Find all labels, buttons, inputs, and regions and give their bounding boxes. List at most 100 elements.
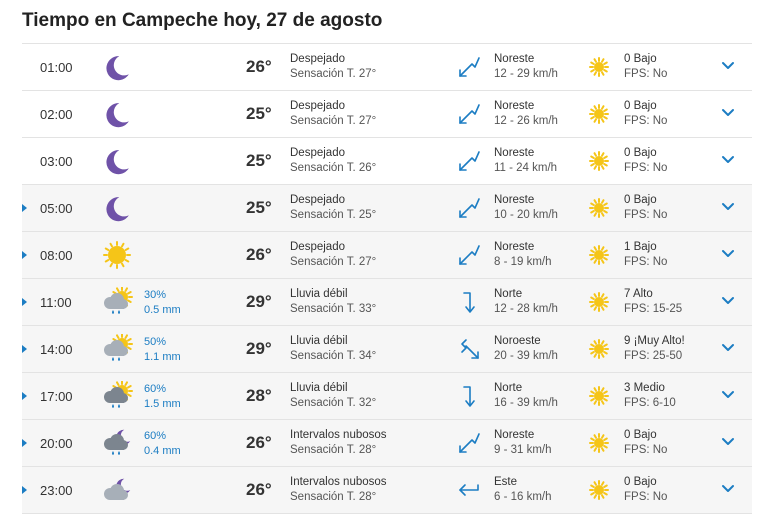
hour-label: 05:00 [40,201,73,216]
forecast-row-0100[interactable]: 01:00 26° Despejado Sensación T. 27° Nor… [22,44,752,91]
hour-label: 01:00 [40,60,73,75]
forecast-row-1400[interactable]: 14:00 50% 1.1 mm 29° Lluvia débil Sensac… [22,326,752,373]
temperature: 26° [246,433,272,452]
expand-caret-icon[interactable] [22,439,27,447]
uv-level: 9 ¡Muy Alto! [624,335,685,347]
forecast-row-0800[interactable]: 08:00 26° Despejado Sensación T. 27° Nor… [22,232,752,279]
temperature: 25° [246,198,272,217]
forecast-row-1700[interactable]: 17:00 60% 1.5 mm 28° Lluvia débil Sensac… [22,373,752,420]
condition: Lluvia débil Sensación T. 34° [290,334,376,364]
forecast-row-0300[interactable]: 03:00 25° Despejado Sensación T. 26° Nor… [22,138,752,185]
hour-label: 02:00 [40,107,73,122]
uv-sun-icon [589,433,609,453]
precip-probability: 60% [144,383,167,395]
uv-sun-icon [589,57,609,77]
precip-probability: 60% [144,430,167,442]
chevron-down-icon[interactable] [720,434,736,450]
forecast-row-2300[interactable]: 23:00 26° Intervalos nubosos Sensación T… [22,467,752,514]
arrow-northeast-icon [459,198,480,218]
sun-protection-factor: FPS: 15-25 [624,303,683,315]
wind: Noreste 10 - 20 km/h [494,193,558,223]
moon-cloud-icon [104,478,131,500]
uv-level: 0 Bajo [624,194,657,206]
forecast-row-2000[interactable]: 20:00 60% 0.4 mm 26° Intervalos nubosos … [22,420,752,467]
condition-text: Lluvia débil [290,382,348,394]
chevron-down-icon[interactable] [720,293,736,309]
uv-index: 3 Medio FPS: 6-10 [624,381,676,411]
temperature: 25° [246,104,272,123]
precip-amount: 0.5 mm [144,304,181,316]
hour-label: 14:00 [40,342,73,357]
chevron-down-icon[interactable] [720,58,736,74]
uv-level: 1 Bajo [624,241,657,253]
arrow-northeast-icon [459,104,480,124]
feels-like: Sensación T. 26° [290,162,377,174]
wind: Noreste 12 - 29 km/h [494,52,558,82]
hour-label: 08:00 [40,248,73,263]
chevron-down-icon[interactable] [720,246,736,262]
forecast-row-0200[interactable]: 02:00 25° Despejado Sensación T. 27° Nor… [22,91,752,138]
forecast-row-1100[interactable]: 11:00 30% 0.5 mm 29° Lluvia débil Sensac… [22,279,752,326]
expand-caret-icon[interactable] [22,392,27,400]
wind-direction: Noreste [494,429,535,441]
chevron-down-icon[interactable] [720,481,736,497]
uv-level: 0 Bajo [624,476,657,488]
sun-protection-factor: FPS: No [624,68,668,80]
precipitation: 30% 0.5 mm [144,288,181,318]
condition: Despejado Sensación T. 25° [290,193,376,223]
wind-direction: Este [494,476,518,488]
hour-label: 17:00 [40,389,73,404]
moon-icon [106,56,129,81]
chevron-down-icon[interactable] [720,105,736,121]
uv-sun-icon [589,339,609,359]
uv-index: 0 Bajo FPS: No [624,428,667,458]
condition: Despejado Sensación T. 27° [290,52,376,82]
sun-protection-factor: FPS: No [624,209,668,221]
chevron-down-icon[interactable] [720,387,736,403]
feels-like: Sensación T. 28° [290,444,377,456]
temperature: 28° [246,386,272,405]
expand-caret-icon[interactable] [22,251,27,259]
wind: Noreste 11 - 24 km/h [494,146,557,176]
uv-sun-icon [589,480,609,500]
wind: Este 6 - 16 km/h [494,475,552,505]
chevron-down-icon[interactable] [720,340,736,356]
sun-darkcloud-rain-icon [104,381,133,408]
feels-like: Sensación T. 27° [290,115,377,127]
uv-sun-icon [589,386,609,406]
wind-speed: 12 - 28 km/h [494,303,558,315]
uv-level: 0 Bajo [624,100,657,112]
arrow-northeast-icon [459,151,480,171]
hour-label: 11:00 [40,295,72,310]
condition-text: Despejado [290,53,345,65]
feels-like: Sensación T. 25° [290,209,377,221]
condition-text: Lluvia débil [290,288,348,300]
condition-text: Lluvia débil [290,335,348,347]
uv-index: 0 Bajo FPS: No [624,475,667,505]
condition-text: Despejado [290,241,345,253]
wind-direction: Noreste [494,53,535,65]
uv-sun-icon [589,151,609,171]
temperature: 26° [246,480,272,499]
forecast-row-0500[interactable]: 05:00 25° Despejado Sensación T. 25° Nor… [22,185,752,232]
hour-label: 23:00 [40,483,73,498]
chevron-down-icon[interactable] [720,199,736,215]
precip-amount: 1.5 mm [144,398,181,410]
condition-text: Despejado [290,100,345,112]
wind-direction: Noreste [494,194,535,206]
sun-protection-factor: FPS: No [624,115,668,127]
wind-direction: Noroeste [494,335,541,347]
moon-icon [106,150,129,175]
feels-like: Sensación T. 27° [290,68,377,80]
uv-sun-icon [589,198,609,218]
chevron-down-icon[interactable] [720,152,736,168]
uv-index: 1 Bajo FPS: No [624,240,667,270]
precipitation: 50% 1.1 mm [144,335,181,365]
moon-icon [106,197,129,222]
expand-caret-icon[interactable] [22,345,27,353]
wind-speed: 8 - 19 km/h [494,256,552,268]
expand-caret-icon[interactable] [22,486,27,494]
expand-caret-icon[interactable] [22,204,27,212]
temperature: 29° [246,339,272,358]
expand-caret-icon[interactable] [22,298,27,306]
